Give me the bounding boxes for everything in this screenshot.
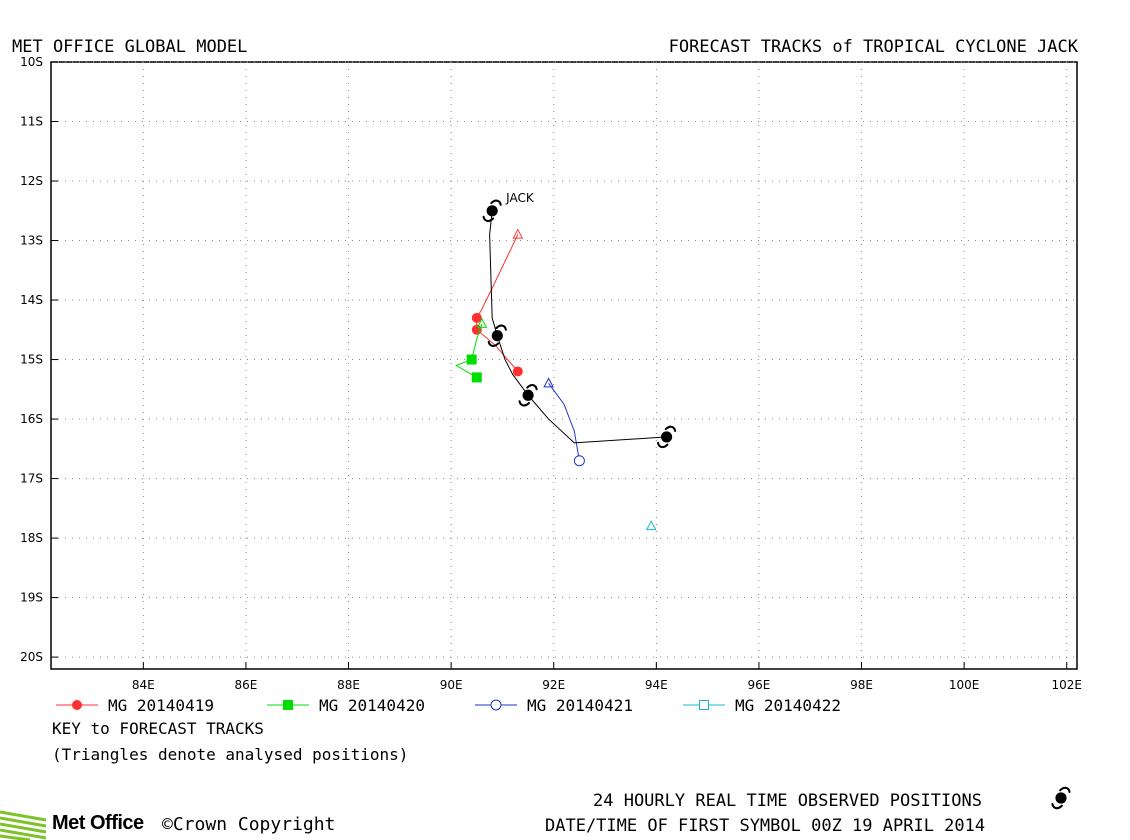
legend-label: MG 20140422	[735, 696, 841, 715]
observed-cyclone-icon	[487, 324, 507, 347]
series-track-line	[476, 234, 519, 372]
forecast-position-marker	[471, 372, 482, 383]
brand-name: Met Office	[52, 812, 144, 834]
legend-marker	[283, 700, 293, 710]
header-chart-title: FORECAST TRACKS of TROPICAL CYCLONE JACK	[668, 37, 1078, 57]
y-tick-label: 13S	[20, 234, 43, 248]
legend-marker	[72, 700, 82, 710]
observed-key	[1051, 786, 1071, 810]
first-symbol-datetime: DATE/TIME OF FIRST SYMBOL 00Z 19 APRIL 2…	[545, 816, 986, 836]
legend-marker	[490, 699, 502, 711]
legend-item: MG 20140420	[267, 696, 425, 715]
storm-name-label: JACK	[505, 191, 535, 205]
analysed-position-marker	[645, 520, 657, 531]
series-mg-20140419	[471, 228, 524, 377]
legend-label: MG 20140420	[319, 696, 425, 715]
forecast-position-marker	[466, 354, 477, 365]
x-tick-label: 84E	[132, 678, 155, 692]
header-model-name: MET OFFICE GLOBAL MODEL	[12, 37, 248, 57]
copyright-text: Crown Copyright	[172, 814, 336, 835]
legend-label: MG 20140419	[108, 696, 214, 715]
observed-track: JACK	[482, 191, 677, 449]
legend-item: MG 20140421	[475, 696, 633, 715]
logo-stripes-icon	[0, 810, 47, 840]
key-note: (Triangles denote analysed positions)	[52, 745, 409, 764]
x-tick-label: 102E	[1051, 678, 1082, 692]
series-mg-20140421	[543, 377, 585, 467]
legend-item: MG 20140422	[683, 696, 841, 715]
observed-cyclone-icon	[1051, 786, 1071, 810]
x-tick-label: 96E	[748, 678, 771, 692]
analysed-position-marker	[512, 228, 524, 239]
y-tick-label: 14S	[20, 293, 43, 307]
forecast-position-marker	[512, 366, 523, 377]
observed-cyclone-icon	[482, 199, 502, 223]
y-tick-label: 12S	[20, 174, 43, 188]
series-track-line	[548, 383, 580, 461]
x-tick-label: 100E	[949, 678, 980, 692]
x-tick-label: 88E	[337, 678, 360, 692]
forecast-tracks	[455, 228, 657, 531]
y-tick-label: 19S	[20, 591, 43, 605]
key-title: KEY to FORECAST TRACKS	[52, 719, 264, 738]
copyright: ©Crown Copyright	[162, 814, 335, 835]
x-tick-label: 92E	[542, 678, 565, 692]
y-tick-label: 16S	[20, 412, 43, 426]
y-tick-label: 11S	[20, 115, 43, 129]
x-tick-label: 98E	[850, 678, 873, 692]
x-tick-label: 94E	[645, 678, 668, 692]
legend-label: MG 20140421	[527, 696, 633, 715]
x-tick-label: 86E	[235, 678, 258, 692]
legend: MG 20140419 MG 20140420 MG 20140421 MG 2014…	[56, 696, 841, 715]
y-tick-label: 10S	[20, 55, 43, 69]
x-tick-label: 90E	[440, 678, 463, 692]
forecast-position-marker	[573, 455, 585, 467]
observed-track-line	[489, 210, 667, 444]
met-office-logo	[0, 810, 47, 840]
y-tick-label: 15S	[20, 353, 43, 367]
copyright-icon: ©	[162, 814, 173, 835]
analysed-position-marker	[476, 317, 488, 328]
analysed-position-marker	[543, 377, 554, 388]
y-tick-label: 20S	[20, 650, 43, 664]
legend-marker	[699, 700, 709, 710]
axis-ticks: 84E 86E 88E 90E 92E 94E 96E 98E 100E 102E 10S 11S 12…	[20, 55, 1082, 692]
series-mg-20140422	[645, 520, 657, 531]
series-mg-20140420	[455, 317, 488, 383]
plot-area-frame	[50, 61, 1078, 670]
forecast-position-marker	[471, 312, 482, 323]
y-tick-label: 17S	[20, 472, 43, 486]
grid-lines	[51, 61, 1077, 669]
y-tick-label: 18S	[20, 531, 43, 545]
legend-item: MG 20140419	[56, 696, 214, 715]
observed-positions-label: 24 HOURLY REAL TIME OBSERVED POSITIONS	[593, 791, 982, 811]
